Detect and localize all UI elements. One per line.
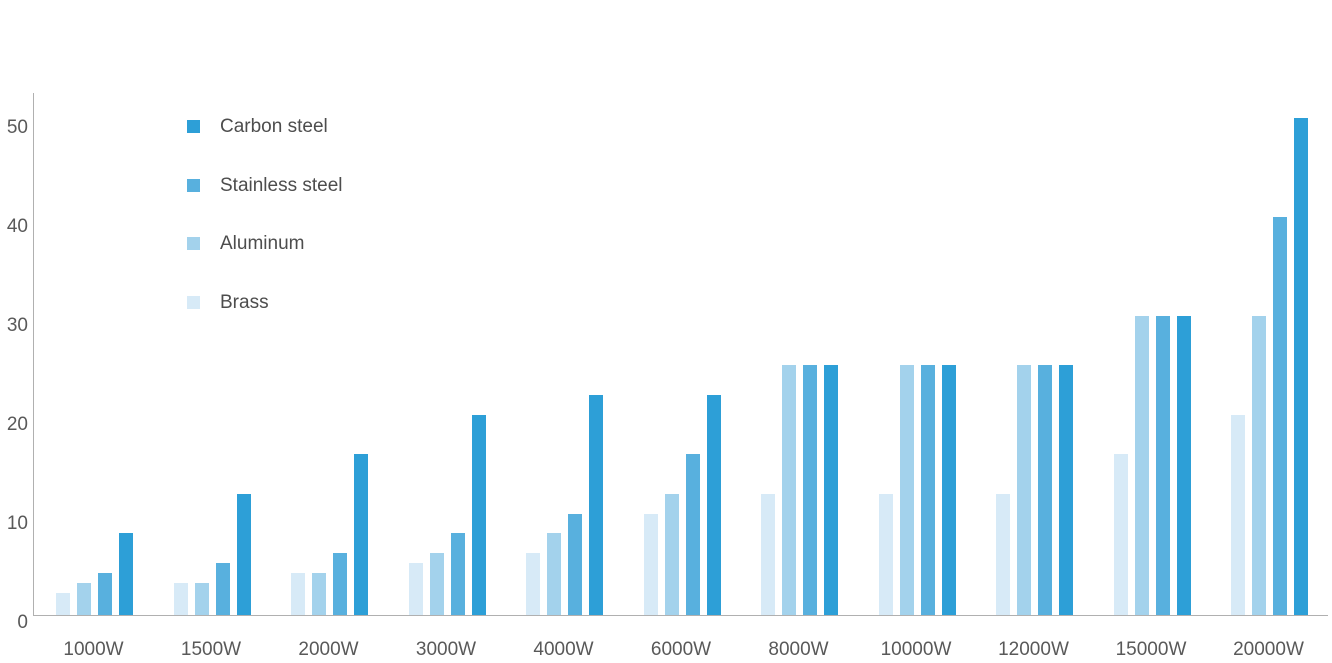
bar-brass-4000w (526, 553, 540, 615)
bar-stainless-steel-1000w (98, 573, 112, 615)
bar-brass-8000w (761, 493, 775, 615)
y-tick-0: 0 (17, 611, 28, 633)
x-tick-1500w: 1500W (180, 639, 242, 660)
bar-aluminum-1000w (77, 582, 91, 615)
x-tick-1000w: 1000W (63, 639, 124, 660)
bar-aluminum-10000w (899, 365, 914, 615)
bar-aluminum-12000w (1017, 365, 1031, 615)
bar-brass-12000w (996, 493, 1010, 615)
bar-brass-2000w (291, 573, 305, 615)
bar-carbon-steel-12000w (1059, 365, 1073, 615)
bar-aluminum-8000w (782, 365, 796, 615)
x-tick-15000w: 15000W (1115, 639, 1187, 660)
bar-stainless-steel-15000w (1155, 315, 1170, 615)
bar-brass-1500w (173, 582, 188, 615)
x-tick-12000w: 12000W (998, 639, 1069, 660)
x-tick-10000w: 10000W (880, 639, 952, 660)
legend-label-carbon-steel: Carbon steel (220, 116, 328, 137)
y-tick-20: 20 (6, 413, 28, 435)
bar-carbon-steel-20000w (1294, 117, 1308, 615)
bar-brass-15000w (1113, 454, 1128, 615)
x-tick-4000w: 4000W (533, 639, 594, 660)
bar-stainless-steel-4000w (568, 513, 582, 615)
bar-brass-3000w (408, 563, 423, 615)
bar-aluminum-1500w (194, 582, 209, 615)
x-tick-20000w: 20000W (1233, 639, 1304, 660)
bar-carbon-steel-1500w (236, 493, 251, 615)
bar-carbon-steel-6000w (706, 394, 721, 615)
legend-label-stainless-steel: Stainless steel (220, 174, 343, 196)
bar-carbon-steel-4000w (589, 394, 603, 615)
bar-stainless-steel-20000w (1273, 216, 1287, 615)
legend-swatch-brass (187, 296, 200, 310)
bar-aluminum-2000w (312, 573, 326, 615)
bar-aluminum-15000w (1134, 315, 1149, 615)
y-tick-30: 30 (6, 314, 28, 336)
bar-stainless-steel-8000w (803, 365, 817, 615)
bar-stainless-steel-10000w (920, 365, 935, 615)
legend-swatch-carbon-steel (187, 120, 200, 133)
bar-stainless-steel-2000w (333, 553, 347, 615)
bar-carbon-steel-1000w (119, 533, 133, 615)
bar-aluminum-4000w (547, 533, 561, 615)
bar-carbon-steel-10000w (941, 365, 956, 615)
legend-swatch-stainless-steel (187, 178, 200, 192)
y-tick-40: 40 (6, 215, 28, 237)
x-tick-8000w: 8000W (768, 639, 829, 660)
bar-carbon-steel-8000w (824, 365, 838, 615)
bar-carbon-steel-3000w (471, 414, 486, 615)
bar-aluminum-20000w (1252, 315, 1266, 615)
legend-label-brass: Brass (220, 292, 269, 314)
bar-stainless-steel-1500w (215, 563, 230, 615)
bar-aluminum-6000w (664, 493, 679, 615)
x-tick-6000w: 6000W (650, 639, 712, 660)
bar-stainless-steel-3000w (450, 533, 465, 615)
y-tick-10: 10 (6, 512, 28, 534)
y-tick-50: 50 (6, 116, 28, 138)
bar-carbon-steel-2000w (354, 454, 368, 615)
bar-brass-10000w (878, 493, 893, 615)
bar-brass-6000w (643, 513, 658, 615)
bar-brass-1000w (56, 592, 70, 615)
bar-brass-20000w (1231, 414, 1245, 615)
legend-swatch-aluminum (187, 237, 200, 251)
bar-stainless-steel-12000w (1038, 365, 1052, 615)
x-tick-2000w: 2000W (298, 639, 359, 660)
bar-aluminum-3000w (429, 553, 444, 615)
bar-stainless-steel-6000w (685, 454, 700, 615)
plot-area (33, 93, 1328, 616)
bar-carbon-steel-15000w (1176, 315, 1191, 615)
legend-label-aluminum: Aluminum (220, 233, 305, 255)
x-tick-3000w: 3000W (415, 639, 477, 660)
